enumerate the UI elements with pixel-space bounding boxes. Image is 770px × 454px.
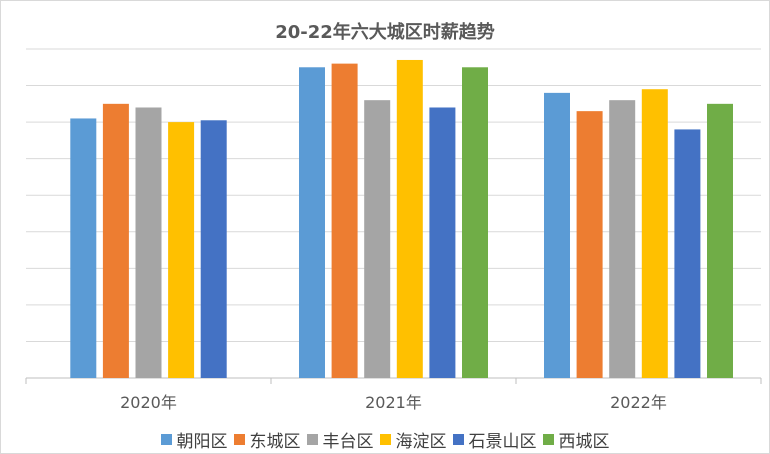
bar [641,89,668,378]
bar [609,100,636,378]
legend-item: 朝阳区 [160,427,228,452]
bar [396,59,423,378]
bar [544,92,570,378]
legend-swatch [160,434,172,445]
bar [70,118,97,378]
bar [462,67,488,379]
legend-item: 丰台区 [306,427,374,452]
bar [364,100,391,378]
bar [331,63,358,378]
legend-label: 石景山区 [468,432,537,452]
legend-item: 石景山区 [452,427,537,452]
bar [102,103,129,378]
legend-label: 海淀区 [395,432,447,452]
bar [707,103,733,378]
legend-swatch [233,434,245,445]
legend-label: 丰台区 [322,432,374,452]
legend-swatch [379,434,391,445]
bar [135,107,162,378]
legend-swatch [452,434,464,445]
bar [168,122,195,378]
x-tick-label: 2022年 [610,393,667,412]
chart-title: 20-22年六大城区时薪趋势 [275,22,495,43]
legend-item: 西城区 [542,427,610,452]
x-tick-label: 2021年 [365,393,422,412]
chart-plot-area: 2020年 2021年 2022年 [25,48,762,412]
bar [299,67,325,379]
legend-swatch [306,434,318,445]
legend-item: 海淀区 [379,427,447,452]
legend-item: 东城区 [233,427,301,452]
legend-label: 东城区 [249,432,301,452]
bar [429,107,456,378]
legend-swatch [542,434,554,445]
chart-legend: 朝阳区 东城区 丰台区 海淀区 石景山区 西城区 [1,427,769,452]
legend-label: 西城区 [558,432,610,452]
bar [674,129,701,378]
x-tick-label: 2020年 [120,393,177,412]
bar [200,120,227,379]
legend-label: 朝阳区 [176,432,228,452]
bar [576,111,603,379]
